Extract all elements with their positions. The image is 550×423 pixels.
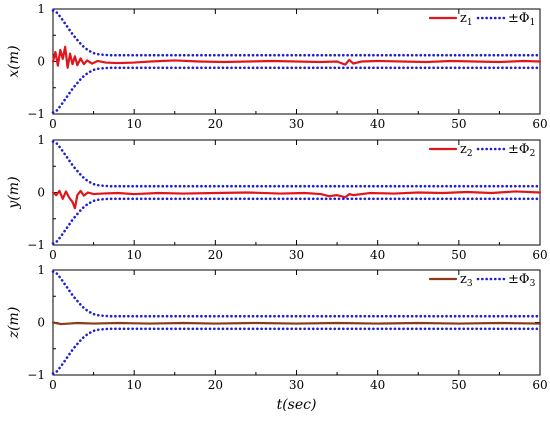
series-line--Phi1 [51, 66, 542, 114]
x-tick-label: 50 [451, 248, 466, 262]
legend-label-1: z2 [460, 142, 473, 159]
x-tick-label: 60 [532, 117, 547, 131]
x-tick-label: 10 [127, 378, 142, 392]
y-axis-label: x(m) [6, 45, 22, 77]
y-tick-label: 0 [37, 186, 45, 200]
x-tick-label: 10 [127, 117, 142, 131]
x-axis-label: t(sec) [277, 397, 317, 413]
y-axis-label: y(m) [6, 176, 22, 209]
x-tick-label: 20 [208, 117, 223, 131]
y-tick-label: 1 [37, 2, 45, 16]
x-tick-label: 0 [49, 117, 57, 131]
x-tick-label: 30 [289, 248, 304, 262]
x-tick-label: 0 [49, 378, 57, 392]
series-line-z1 [51, 45, 542, 69]
y-tick-label: 1 [37, 263, 45, 277]
legend-label-1: z3 [460, 272, 473, 289]
x-tick-label: 30 [289, 378, 304, 392]
series-line-+Phi1 [51, 9, 542, 57]
legend-label-1: z1 [460, 11, 473, 28]
x-tick-label: 40 [370, 378, 385, 392]
series-line-+Phi3 [51, 270, 542, 318]
y-tick-label: 0 [37, 316, 45, 330]
y-tick-label: −1 [27, 368, 45, 382]
series-line--Phi3 [51, 327, 542, 375]
legend-label-2: ±Φ3 [508, 272, 536, 289]
y-tick-label: 1 [37, 133, 45, 147]
x-tick-label: 40 [370, 117, 385, 131]
series-line-z2 [51, 189, 542, 210]
x-tick-label: 0 [49, 248, 57, 262]
x-tick-label: 50 [451, 378, 466, 392]
y-tick-label: 0 [37, 55, 45, 69]
legend-label-2: ±Φ2 [508, 142, 535, 159]
x-tick-label: 60 [532, 248, 547, 262]
y-axis-label: z(m) [6, 307, 22, 340]
legend-label-2: ±Φ1 [508, 11, 535, 28]
x-tick-label: 20 [208, 378, 223, 392]
series-line-z3 [51, 321, 542, 326]
y-tick-label: −1 [27, 107, 45, 121]
series-line--Phi2 [51, 197, 542, 245]
x-tick-label: 40 [370, 248, 385, 262]
x-tick-label: 30 [289, 117, 304, 131]
x-tick-label: 60 [532, 378, 547, 392]
x-tick-label: 50 [451, 117, 466, 131]
series-line-+Phi2 [51, 140, 542, 188]
x-tick-label: 10 [127, 248, 142, 262]
y-tick-label: −1 [27, 238, 45, 252]
x-tick-label: 20 [208, 248, 223, 262]
